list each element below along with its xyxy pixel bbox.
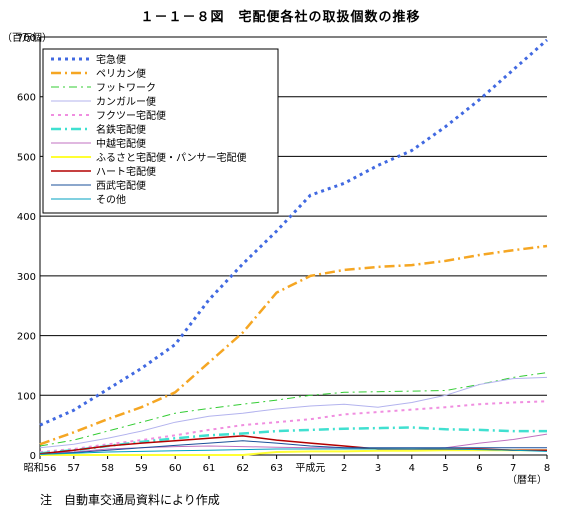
- series-line-10: [39, 448, 548, 455]
- legend-label: 名鉄宅配便: [96, 123, 146, 136]
- x-tick-label: 8: [544, 463, 550, 474]
- x-tick-label: 昭和56: [24, 462, 57, 474]
- x-tick-label: 57: [67, 463, 80, 474]
- y-tick-label: 400: [17, 212, 36, 223]
- x-tick-label: 4: [409, 463, 415, 474]
- legend-label: ふるさと宅配便・パンサー宅配便: [96, 151, 247, 164]
- series-line-4: [39, 400, 548, 453]
- legend-label: 宅急便: [96, 53, 126, 66]
- x-tick-label: 6: [476, 463, 482, 474]
- series-line-9: [39, 440, 547, 455]
- series-line-0: [39, 38, 548, 427]
- y-axis-label: （百万個）: [2, 31, 52, 44]
- x-tick-label: 62: [236, 463, 249, 474]
- x-tick-label: 59: [135, 463, 148, 474]
- y-tick-label: 200: [17, 332, 36, 343]
- legend-box: [42, 48, 279, 214]
- x-tick-label: 3: [375, 463, 381, 474]
- legend-label: フットワーク: [96, 82, 156, 94]
- legend-label: フクツー宅配便: [96, 109, 166, 122]
- gridlines: [40, 36, 547, 396]
- legend-label: 中越宅配便: [96, 137, 146, 150]
- y-tick-label: 0: [30, 451, 36, 462]
- x-tick-label: 2: [341, 463, 347, 474]
- series-line-6: [39, 433, 548, 455]
- legend-label: ハート宅配便: [96, 165, 156, 178]
- legend-label: ペリカン便: [96, 67, 146, 80]
- series-lines: [39, 38, 548, 456]
- chart-title: １－１－８図 宅配便各社の取扱個数の推移: [140, 10, 421, 25]
- legend-label: カンガルー便: [96, 95, 156, 108]
- series-line-1: [39, 244, 548, 446]
- y-tick-label: 100: [17, 391, 36, 402]
- x-tick-label: 63: [270, 463, 283, 474]
- series-line-3: [39, 376, 548, 449]
- series-line-2: [39, 372, 548, 447]
- x-tick-label: 58: [101, 463, 114, 474]
- series-line-7: [40, 449, 547, 456]
- legend-label: その他: [96, 193, 126, 206]
- x-tick-label: 7: [510, 463, 516, 474]
- y-tick-label: 700: [17, 33, 36, 44]
- x-axis-label: （暦年）: [507, 473, 547, 486]
- source-note: 注 自動車交通局資料により作成: [40, 493, 220, 507]
- y-tick-label: 600: [17, 93, 36, 104]
- x-tick-label: 60: [169, 463, 182, 474]
- y-tick-label: 500: [17, 152, 36, 163]
- x-tick-label: 5: [442, 463, 448, 474]
- legend-label: 西武宅配便: [96, 179, 146, 192]
- x-tick-label: 61: [203, 463, 216, 474]
- y-tick-label: 300: [17, 272, 36, 283]
- x-tick-label: 平成元: [295, 462, 325, 474]
- legend: 宅急便ペリカン便フットワークカンガルー便フクツー宅配便名鉄宅配便中越宅配便ふるさ…: [42, 48, 279, 214]
